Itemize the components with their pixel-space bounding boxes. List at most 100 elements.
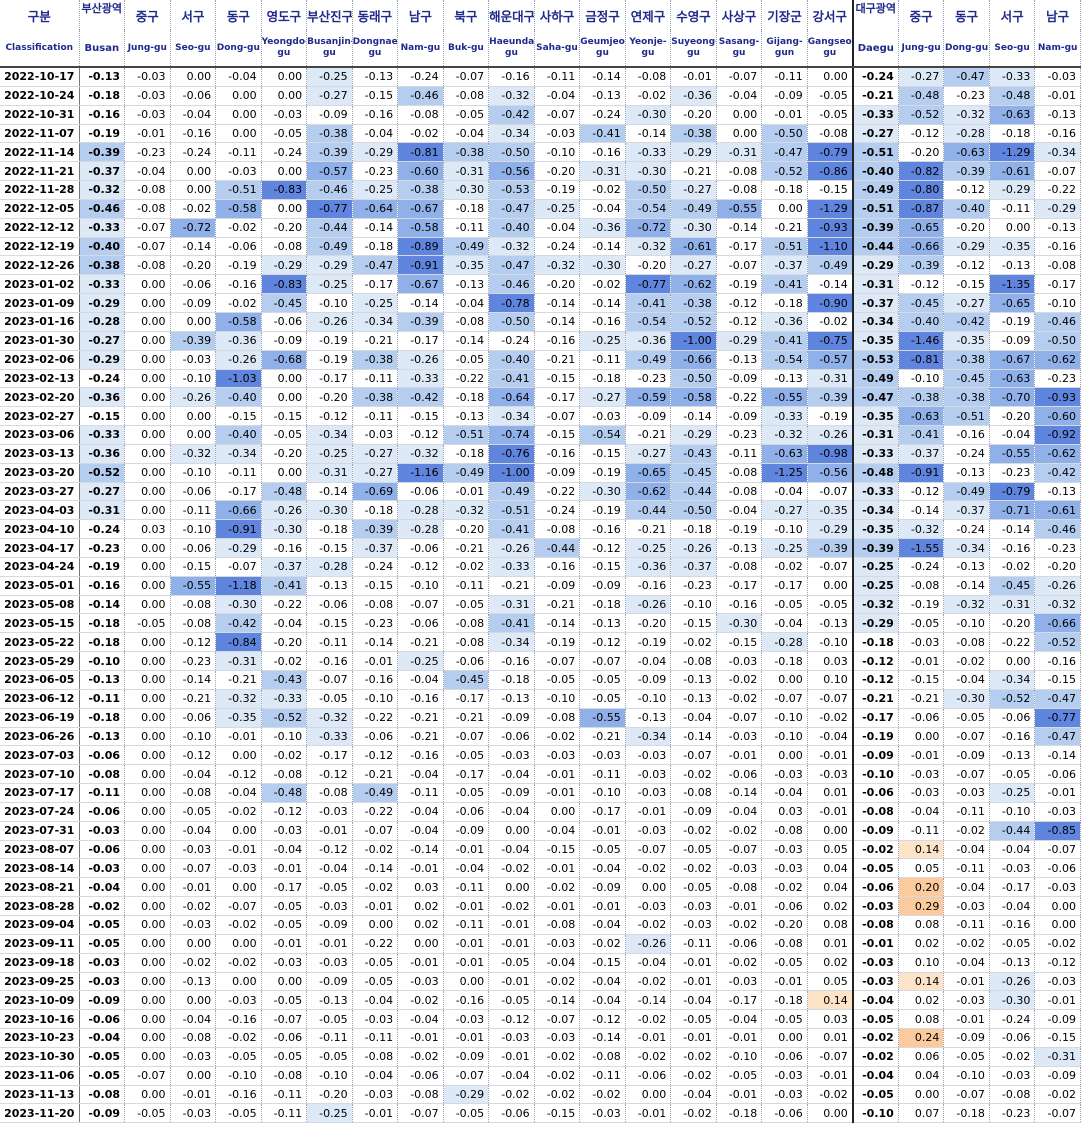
value-cell: -0.01 — [716, 896, 763, 916]
value-cell: 0.08 — [807, 915, 854, 935]
value-cell: -0.25 — [761, 538, 808, 558]
value-cell: -0.26 — [306, 312, 353, 332]
value-cell: -0.02 — [352, 877, 399, 898]
value-cell: -0.55 — [761, 387, 808, 408]
value-cell: -0.51 — [488, 500, 535, 521]
value-cell: -0.16 — [989, 538, 1036, 558]
value-cell: -0.38 — [670, 293, 717, 313]
value-cell: -0.01 — [807, 802, 854, 822]
value-cell: -0.04 — [443, 858, 490, 879]
value-cell: -0.12 — [852, 670, 899, 690]
value-cell: -0.11 — [989, 199, 1036, 219]
value-cell: -0.17 — [306, 745, 353, 766]
value-cell: 0.06 — [898, 1047, 945, 1067]
value-cell: -0.80 — [898, 180, 945, 200]
value-cell: -0.01 — [534, 783, 581, 803]
value-cell: -0.10 — [170, 727, 217, 747]
value-cell: 0.08 — [898, 1009, 945, 1030]
value-cell: -0.04 — [943, 670, 990, 690]
value-cell: -0.05 — [261, 124, 308, 144]
value-cell: -0.06 — [488, 727, 535, 747]
value-cell: -0.25 — [306, 274, 353, 295]
column-header-en: Jung-gu — [124, 30, 171, 68]
row-date: 2023-05-22 — [0, 632, 80, 653]
value-cell: -1.25 — [761, 463, 808, 483]
value-cell: -0.01 — [625, 1103, 672, 1123]
value-cell: -0.03 — [534, 1028, 581, 1048]
value-cell: -0.05 — [579, 689, 626, 709]
value-cell: -0.31 — [716, 142, 763, 163]
value-cell: -0.40 — [898, 312, 945, 332]
value-cell: -0.36 — [625, 331, 672, 351]
value-cell: -0.13 — [79, 670, 126, 690]
row-date: 2022-11-28 — [0, 180, 80, 200]
value-cell: -0.20 — [943, 218, 990, 238]
value-cell: -0.21 — [579, 727, 626, 747]
column-header-kr: 서구 — [989, 0, 1036, 30]
value-cell: -0.19 — [989, 312, 1036, 332]
value-cell: -0.02 — [670, 632, 717, 653]
value-cell: -0.09 — [625, 670, 672, 690]
value-cell: -0.27 — [625, 444, 672, 464]
value-cell: -0.06 — [625, 1066, 672, 1086]
value-cell: -0.34 — [852, 312, 899, 332]
value-cell: -0.05 — [352, 972, 399, 992]
value-cell: -0.01 — [306, 934, 353, 954]
value-cell: -0.07 — [716, 708, 763, 728]
value-cell: 0.00 — [170, 406, 217, 427]
value-cell: -0.13 — [989, 745, 1036, 766]
value-cell: -0.10 — [989, 802, 1036, 822]
value-cell: -0.34 — [852, 500, 899, 521]
value-cell: 0.00 — [124, 387, 171, 408]
value-cell: -0.52 — [1034, 632, 1081, 653]
value-cell: -0.09 — [716, 369, 763, 389]
value-cell: -0.15 — [670, 613, 717, 634]
value-cell: -0.02 — [625, 1047, 672, 1067]
value-cell: -0.30 — [215, 595, 262, 615]
value-cell: -0.11 — [716, 444, 763, 464]
value-cell: -0.10 — [761, 708, 808, 728]
value-cell: -0.05 — [761, 1009, 808, 1030]
value-cell: -0.03 — [761, 1085, 808, 1105]
value-cell: -0.24 — [989, 1009, 1036, 1030]
value-cell: -0.27 — [352, 444, 399, 464]
value-cell: -0.06 — [170, 86, 217, 106]
value-cell: -0.07 — [170, 858, 217, 879]
value-cell: -0.25 — [306, 444, 353, 464]
value-cell: -0.11 — [761, 67, 808, 87]
value-cell: -0.25 — [534, 199, 581, 219]
value-cell: -0.02 — [215, 802, 262, 822]
value-cell: -0.31 — [215, 651, 262, 671]
value-cell: -0.13 — [79, 727, 126, 747]
table-row: 2022-10-24 -0.18 -0.03 -0.06 0.00 0.00 -0.27 -0… — [0, 86, 1081, 106]
value-cell: -0.09 — [943, 745, 990, 766]
value-cell: 0.00 — [170, 180, 217, 200]
value-cell: -0.21 — [397, 727, 444, 747]
value-cell: -0.01 — [898, 745, 945, 766]
value-cell: -0.34 — [1034, 142, 1081, 163]
value-cell: -0.36 — [761, 312, 808, 332]
value-cell: -0.04 — [443, 293, 490, 313]
value-cell: -0.02 — [215, 1028, 262, 1048]
value-cell: -0.05 — [579, 840, 626, 860]
value-cell: -0.14 — [79, 595, 126, 615]
value-cell: -0.03 — [1034, 802, 1081, 822]
value-cell: -0.33 — [852, 105, 899, 125]
value-cell: -0.18 — [852, 632, 899, 653]
value-cell: -0.15 — [352, 86, 399, 106]
value-cell: -0.42 — [397, 387, 444, 408]
value-cell: -0.50 — [625, 180, 672, 200]
value-cell: -0.33 — [79, 425, 126, 445]
value-cell: -0.01 — [761, 972, 808, 992]
value-cell: -0.14 — [352, 632, 399, 653]
value-cell: -0.15 — [170, 557, 217, 577]
value-cell: -0.21 — [625, 519, 672, 540]
value-cell: -0.08 — [306, 783, 353, 803]
value-cell: -0.08 — [852, 802, 899, 822]
row-date: 2023-10-23 — [0, 1028, 80, 1048]
value-cell: -0.27 — [670, 180, 717, 200]
value-cell: -0.45 — [989, 576, 1036, 596]
value-cell: -0.01 — [670, 1028, 717, 1048]
value-cell: -0.32 — [534, 255, 581, 276]
value-cell: -0.12 — [898, 274, 945, 295]
